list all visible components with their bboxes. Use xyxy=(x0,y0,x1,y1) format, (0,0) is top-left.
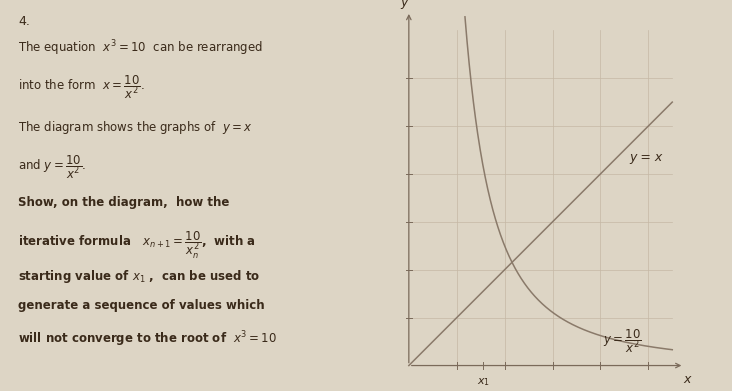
Text: 4.: 4. xyxy=(18,15,30,29)
Text: The diagram shows the graphs of  $y = x$: The diagram shows the graphs of $y = x$ xyxy=(18,119,253,136)
Text: y: y xyxy=(400,0,408,9)
Text: generate a sequence of values which: generate a sequence of values which xyxy=(18,299,265,312)
Text: x: x xyxy=(683,373,690,386)
Text: will not converge to the root of  $x^3 = 10$: will not converge to the root of $x^3 = … xyxy=(18,330,277,349)
Text: and $y = \dfrac{10}{x^2}$.: and $y = \dfrac{10}{x^2}$. xyxy=(18,153,86,181)
Text: into the form  $x = \dfrac{10}{x^2}$.: into the form $x = \dfrac{10}{x^2}$. xyxy=(18,73,145,101)
Text: The equation  $x^3 = 10$  can be rearranged: The equation $x^3 = 10$ can be rearrange… xyxy=(18,38,263,58)
Text: starting value of $x_1$ ,  can be used to: starting value of $x_1$ , can be used to xyxy=(18,268,261,285)
Text: Show, on the diagram,  how the: Show, on the diagram, how the xyxy=(18,196,229,208)
Text: $y = \dfrac{10}{x^2}$: $y = \dfrac{10}{x^2}$ xyxy=(603,327,641,355)
Text: y = x: y = x xyxy=(630,151,662,164)
Text: $x_1$: $x_1$ xyxy=(477,376,490,388)
Text: iterative formula   $x_{n+1} = \dfrac{10}{x_n^2}$,  with a: iterative formula $x_{n+1} = \dfrac{10}{… xyxy=(18,230,256,261)
